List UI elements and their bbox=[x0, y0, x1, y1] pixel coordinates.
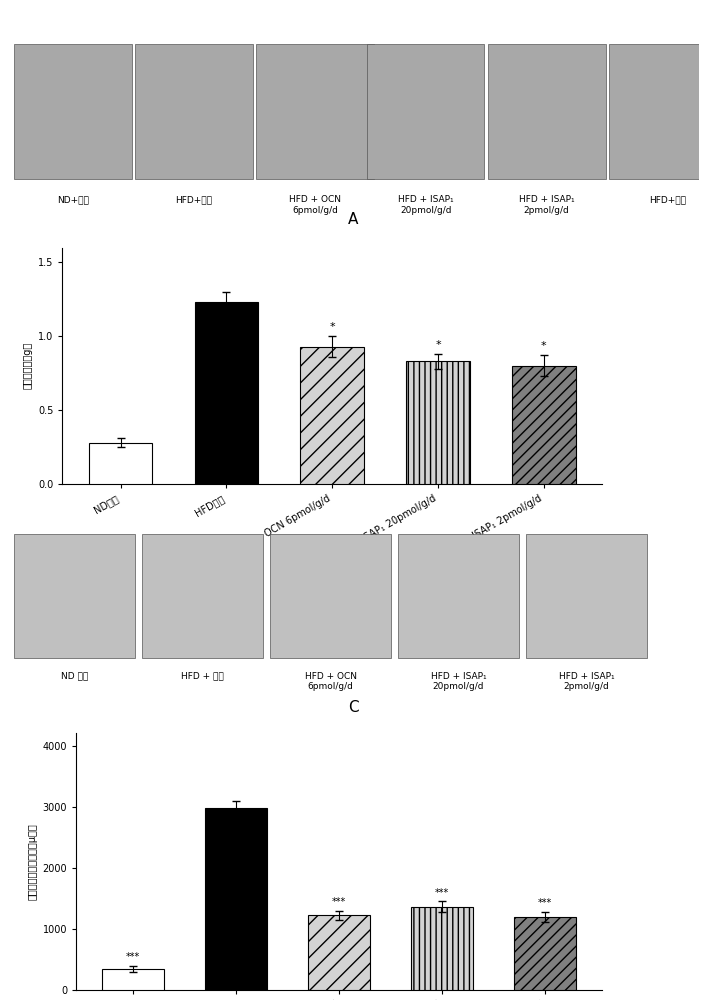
FancyBboxPatch shape bbox=[398, 534, 519, 658]
Text: ***: *** bbox=[435, 888, 450, 898]
Text: HFD + OCN
6pmol/g/d: HFD + OCN 6pmol/g/d bbox=[289, 195, 341, 215]
Y-axis label: 平均脂肪细胞表面积（μ测）: 平均脂肪细胞表面积（μ测） bbox=[27, 823, 37, 900]
Text: HFD + ISAP₁
20pmol/g/d: HFD + ISAP₁ 20pmol/g/d bbox=[431, 672, 486, 691]
Bar bbox=[412, 907, 473, 990]
Bar bbox=[301, 347, 364, 484]
Text: ***: *** bbox=[126, 952, 140, 962]
FancyBboxPatch shape bbox=[14, 44, 131, 179]
Y-axis label: 脂肪垓重量（g）: 脂肪垓重量（g） bbox=[23, 342, 32, 389]
Text: HFD + ISAP₁
20pmol/g/d: HFD + ISAP₁ 20pmol/g/d bbox=[398, 195, 453, 215]
Bar bbox=[102, 969, 164, 990]
Text: HFD+载剂: HFD+载剂 bbox=[650, 195, 686, 204]
Text: HFD + ISAP₁
2pmol/g/d: HFD + ISAP₁ 2pmol/g/d bbox=[519, 195, 575, 215]
Bar bbox=[309, 915, 370, 990]
FancyBboxPatch shape bbox=[256, 44, 373, 179]
Text: *: * bbox=[541, 341, 546, 351]
Text: B: B bbox=[327, 590, 337, 605]
Bar bbox=[195, 302, 258, 484]
Text: HFD+载剂: HFD+载剂 bbox=[175, 195, 213, 204]
Text: *: * bbox=[435, 340, 441, 350]
Text: ND 载剂: ND 载剂 bbox=[61, 672, 88, 681]
Text: HFD + 载剂: HFD + 载剂 bbox=[181, 672, 224, 681]
FancyBboxPatch shape bbox=[270, 534, 391, 658]
Text: *: * bbox=[330, 322, 335, 332]
FancyBboxPatch shape bbox=[14, 534, 135, 658]
Text: ***: *** bbox=[332, 897, 346, 907]
Text: ND+载剂: ND+载剂 bbox=[57, 195, 89, 204]
FancyBboxPatch shape bbox=[135, 44, 253, 179]
FancyBboxPatch shape bbox=[367, 44, 484, 179]
Bar bbox=[205, 808, 267, 990]
Text: A: A bbox=[348, 212, 358, 227]
Bar bbox=[515, 917, 576, 990]
FancyBboxPatch shape bbox=[609, 44, 706, 179]
Text: HFD + OCN
6pmol/g/d: HFD + OCN 6pmol/g/d bbox=[304, 672, 357, 691]
Text: C: C bbox=[347, 700, 359, 715]
Text: ***: *** bbox=[538, 898, 553, 908]
Text: HFD + ISAP₁
2pmol/g/d: HFD + ISAP₁ 2pmol/g/d bbox=[558, 672, 614, 691]
Bar bbox=[512, 366, 575, 484]
FancyBboxPatch shape bbox=[142, 534, 263, 658]
FancyBboxPatch shape bbox=[488, 44, 606, 179]
FancyBboxPatch shape bbox=[526, 534, 647, 658]
Bar bbox=[89, 443, 152, 484]
Bar bbox=[407, 361, 469, 484]
